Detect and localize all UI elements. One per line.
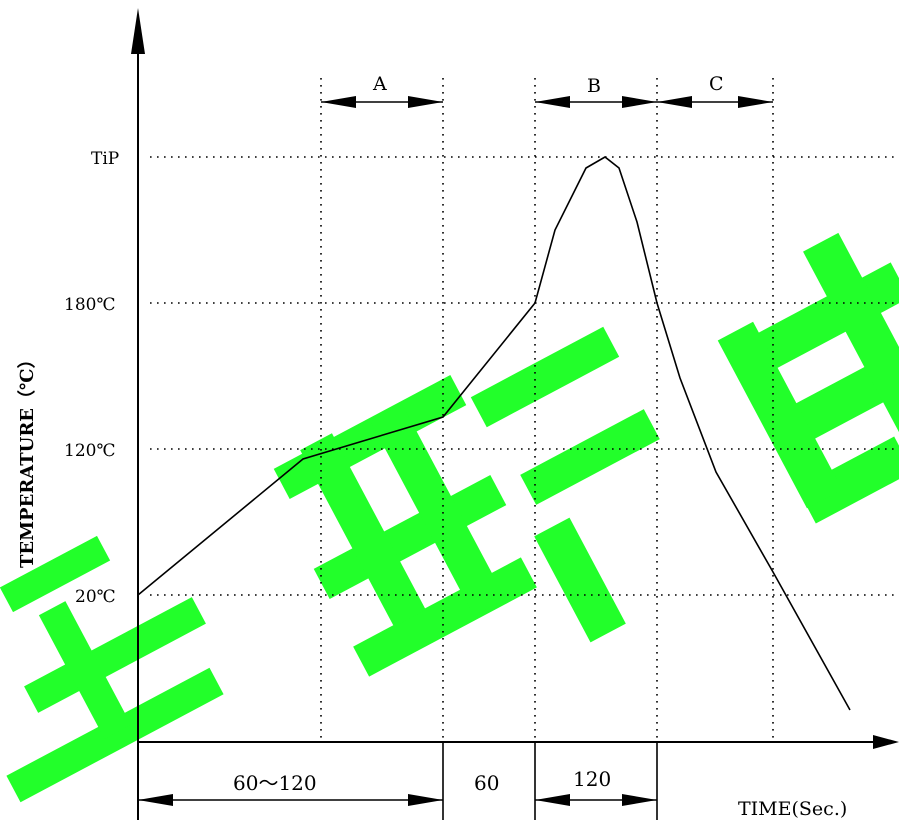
- zone-label-c: C: [709, 73, 724, 95]
- vertical-guides: [320, 78, 774, 742]
- y-tick-label-120: 120℃: [64, 441, 115, 461]
- y-tick-label-20: 20℃: [75, 587, 116, 607]
- duration-label-120: 120: [573, 767, 611, 791]
- y-axis-title: TEMPERATURE（℃）: [17, 350, 38, 568]
- zone-label-b: B: [587, 75, 601, 97]
- y-tick-label-180: 180℃: [64, 295, 115, 315]
- temperature-profile-line: [137, 156, 851, 711]
- x-axis-arrow: [873, 735, 899, 749]
- y-axis-arrow: [131, 8, 145, 54]
- zone-arrows: [321, 96, 773, 108]
- horizontal-grid: [150, 156, 899, 596]
- duration-dimensions: [138, 742, 658, 820]
- axes: [131, 8, 899, 820]
- duration-label-60-120: 60～120: [233, 771, 317, 795]
- watermark-logo: [0, 232, 899, 803]
- zone-label-a: A: [372, 73, 387, 95]
- x-axis-title: TIME(Sec.): [738, 798, 847, 820]
- duration-label-60: 60: [474, 771, 499, 795]
- y-tick-label-tip: TiP: [91, 149, 119, 169]
